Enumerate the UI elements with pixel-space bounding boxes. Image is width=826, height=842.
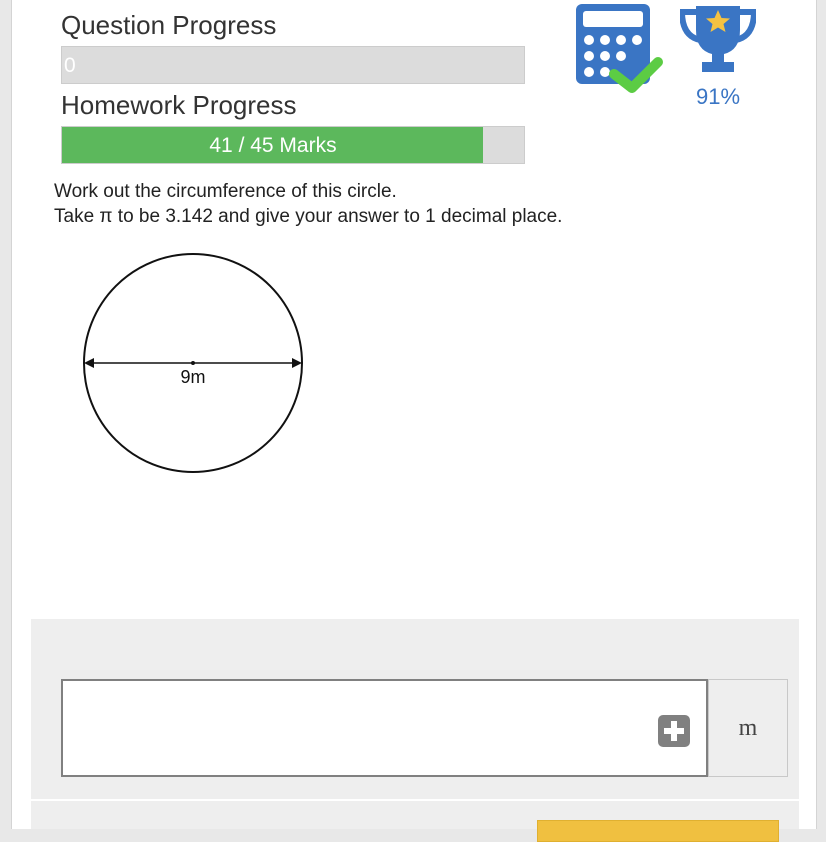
answer-input[interactable]: [61, 679, 708, 777]
homework-progress-text: 41 / 45 Marks: [209, 134, 337, 157]
submit-button[interactable]: [537, 820, 779, 842]
question-line-1: Work out the circumference of this circl…: [54, 181, 397, 202]
homework-progress-fill: [62, 127, 483, 163]
unit-label: m: [708, 679, 788, 777]
question-progress-label: Question Progress: [61, 10, 277, 40]
homework-progress-bar: 41 / 45 Marks: [61, 126, 525, 164]
answer-area: m: [31, 619, 799, 799]
footer-bar: [31, 801, 799, 842]
plus-icon[interactable]: [658, 715, 690, 747]
trophy-star-icon[interactable]: [680, 4, 756, 76]
question-progress-value: 0: [64, 54, 76, 77]
diameter-label: 9m: [180, 367, 206, 387]
question-progress-bar: 0: [61, 46, 525, 84]
score-percent: 91%: [695, 84, 741, 109]
calculator-check-icon[interactable]: [574, 4, 664, 96]
page: Question Progress 0 Homework Progress 41…: [11, 0, 817, 842]
question-line-2: Take π to be 3.142 and give your answer …: [54, 206, 563, 227]
homework-progress-label: Homework Progress: [61, 90, 297, 120]
circle-diagram: 9m: [80, 250, 306, 476]
